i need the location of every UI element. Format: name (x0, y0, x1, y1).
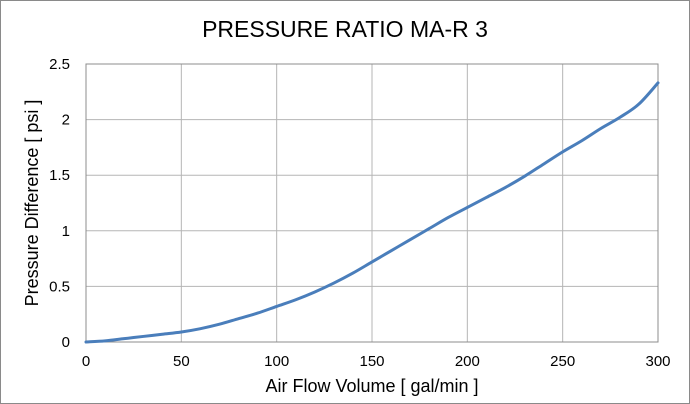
series-line (84, 81, 660, 344)
x-tick-label: 150 (359, 353, 384, 370)
y-axis-label: Pressure Difference [ psi ] (22, 100, 42, 307)
y-axis-ticks: 0 0.5 1 1.5 2 2.5 (49, 56, 70, 351)
y-tick-label: 1.5 (49, 167, 70, 184)
x-tick-label: 100 (264, 353, 289, 370)
y-tick-label: 2.5 (49, 56, 70, 73)
x-tick-label: 250 (550, 353, 575, 370)
x-tick-label: 0 (82, 353, 90, 370)
x-axis-ticks: 0 50 100 150 200 250 300 (82, 353, 671, 370)
y-tick-label: 2 (62, 112, 70, 129)
series-group (84, 81, 660, 344)
plot-area-border (85, 63, 659, 343)
x-tick-label: 300 (645, 353, 670, 370)
x-tick-label: 200 (455, 353, 480, 370)
y-tick-label: 0 (62, 334, 70, 351)
x-axis-label: Air Flow Volume [ gal/min ] (265, 376, 478, 396)
y-tick-label: 0.5 (49, 278, 70, 295)
x-tick-label: 50 (173, 353, 190, 370)
chart-title: PRESSURE RATIO MA-R 3 (202, 16, 488, 42)
grid (85, 63, 659, 343)
y-tick-label: 1 (62, 223, 70, 240)
